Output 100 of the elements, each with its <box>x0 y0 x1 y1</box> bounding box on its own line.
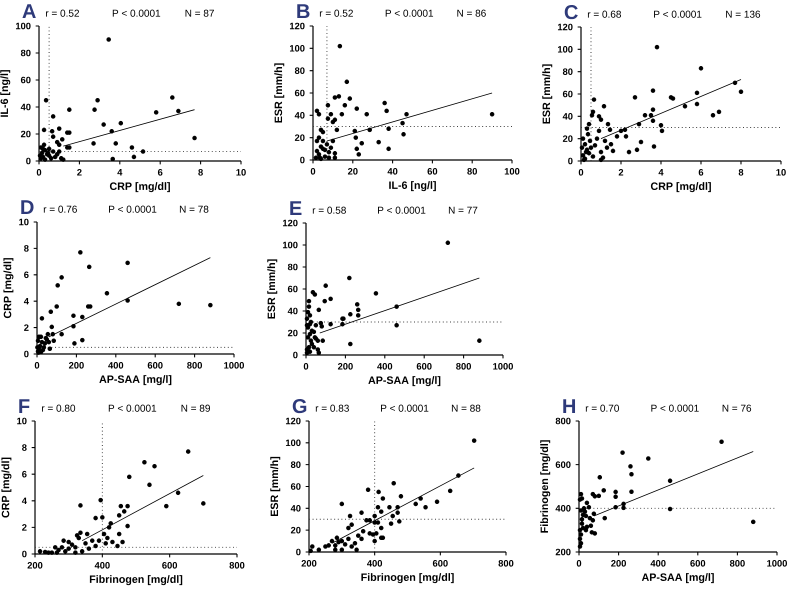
y-tick-label: 80 <box>562 68 573 75</box>
text: r = 0.76 <box>44 206 77 213</box>
y-tick-label: 20 <box>562 135 573 142</box>
y-tick-label: 20 <box>288 330 298 336</box>
y-tick-label: 0 <box>22 550 27 558</box>
y-tick-label: 400 <box>556 505 571 512</box>
y-axis-title: ESR [mm/h] <box>270 456 280 516</box>
y-axis-title: ESR [mm/h] <box>274 63 284 123</box>
x-tick-label: 800 <box>230 562 244 569</box>
y-axis-title: CRP [mg/dl] <box>1 458 12 518</box>
y-tick-label: 0 <box>300 156 305 164</box>
text: r = 0.52 <box>46 10 80 17</box>
y-tick-label: 2 <box>24 324 29 331</box>
y-tick-label: 120 <box>558 24 573 30</box>
x-tick-label: 800 <box>730 560 745 567</box>
y-axis-title: ESR [mm/h] <box>267 259 278 319</box>
x-axis-title: CRP [mg/dl] <box>110 182 170 192</box>
chart-title: E <box>290 201 302 215</box>
text: P < 0.0001 <box>654 10 702 18</box>
y-tick-label: 100 <box>282 242 298 248</box>
text: r = 0.52 <box>320 10 353 17</box>
text: N = 87 <box>186 10 214 17</box>
x-tick-label: 800 <box>187 362 202 369</box>
y-tick-label: 600 <box>556 461 571 468</box>
y-tick-label: 40 <box>288 308 298 314</box>
x-axis-title: IL-6 [ng/l] <box>389 181 436 192</box>
y-tick-label: 8 <box>24 245 29 252</box>
x-tick-label: 800 <box>456 363 471 370</box>
y-axis-title: CRP [mg/dl] <box>3 258 14 318</box>
x-tick-label: 400 <box>108 362 124 369</box>
x-tick-label: 4 <box>117 169 122 176</box>
text: N = 77 <box>448 206 478 214</box>
text: P < 0.0001 <box>112 10 160 17</box>
y-tick-label: 0 <box>293 352 298 358</box>
y-tick-label: 100 <box>290 45 305 52</box>
x-tick-label: 1000 <box>224 362 244 369</box>
text: P < 0.0001 <box>108 404 156 412</box>
x-tick-label: 200 <box>302 560 316 567</box>
y-tick-label: 800 <box>556 418 571 424</box>
y-tick-label: 0 <box>568 158 573 164</box>
y-tick-label: 40 <box>20 104 31 110</box>
text: N = 88 <box>452 404 480 412</box>
y-tick-label: 100 <box>16 22 31 30</box>
y-tick-label: 4 <box>22 498 27 504</box>
x-tick-label: 0 <box>576 560 582 567</box>
text: P < 0.0001 <box>109 206 156 213</box>
y-tick-label: 40 <box>290 505 301 512</box>
x-tick-label: 40 <box>388 168 398 175</box>
text: P < 0.0001 <box>386 10 434 17</box>
y-tick-label: 60 <box>20 76 31 84</box>
x-tick-label: 400 <box>650 560 666 567</box>
x-tick-label: 600 <box>416 363 432 370</box>
text: P < 0.0001 <box>378 206 426 214</box>
x-axis-title: Fibrinogen [mg/dl] <box>361 573 454 584</box>
x-axis-title: CRP [mg/dl] <box>650 182 711 192</box>
x-tick-label: 600 <box>432 560 448 567</box>
y-tick-label: 80 <box>294 67 305 74</box>
y-tick-label: 120 <box>290 22 305 30</box>
x-tick-label: 10 <box>236 169 246 176</box>
text: r = 0.70 <box>586 404 619 412</box>
x-tick-label: 2 <box>77 169 82 176</box>
x-tick-label: 10 <box>776 169 786 176</box>
x-tick-label: 100 <box>504 168 520 175</box>
y-axis-title: ESR [mm/h] <box>542 64 552 124</box>
y-tick-label: 80 <box>20 50 31 56</box>
x-tick-label: 8 <box>198 169 203 176</box>
chart-title: C <box>564 5 578 20</box>
x-tick-label: 400 <box>94 562 110 569</box>
x-tick-label: 400 <box>367 560 382 567</box>
text: N = 136 <box>726 10 760 18</box>
y-tick-label: 20 <box>20 130 31 138</box>
y-tick-label: 80 <box>290 461 301 468</box>
text: P < 0.0001 <box>381 404 428 412</box>
x-tick-label: 4 <box>658 169 664 176</box>
x-tick-label: 800 <box>498 560 514 567</box>
y-tick-label: 120 <box>282 220 298 226</box>
y-tick-label: 200 <box>556 548 571 556</box>
x-tick-label: 6 <box>698 169 704 176</box>
y-tick-label: 0 <box>296 548 301 556</box>
y-tick-label: 120 <box>286 418 301 424</box>
y-tick-label: 8 <box>22 444 27 451</box>
text: P < 0.0001 <box>651 404 699 412</box>
x-tick-label: 80 <box>467 168 478 175</box>
y-tick-label: 0 <box>26 158 31 164</box>
y-axis-title: IL-6 [ng/l] <box>0 70 10 117</box>
x-tick-label: 0 <box>34 362 40 369</box>
x-axis-title: AP-SAA [mg/l] <box>368 376 440 386</box>
text: N = 78 <box>180 206 208 213</box>
x-tick-label: 200 <box>338 363 353 370</box>
x-tick-label: 20 <box>348 168 358 175</box>
text: N = 89 <box>182 404 210 412</box>
y-tick-label: 0 <box>24 350 29 358</box>
x-tick-label: 2 <box>618 169 624 176</box>
x-axis-title: Fibrinogen [mg/dl] <box>90 575 182 586</box>
chart-title: H <box>563 399 576 413</box>
x-tick-label: 600 <box>148 362 163 369</box>
x-tick-label: 200 <box>68 362 84 369</box>
y-tick-label: 20 <box>294 134 305 141</box>
y-tick-label: 6 <box>24 272 29 278</box>
x-tick-label: 0 <box>310 168 316 175</box>
